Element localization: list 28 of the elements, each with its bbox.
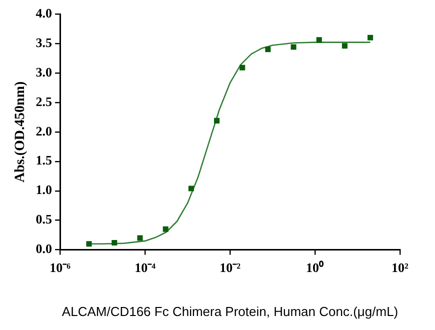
point [342,43,348,49]
x-tick-label: 10⁰ [306,260,324,275]
x-tick-label: 10² [392,260,409,275]
point [188,186,194,192]
y-tick-label: 2.5 [36,94,53,109]
y-tick-label: 2.0 [36,123,52,138]
point [368,34,374,40]
point [316,37,322,43]
x-tick-label: 10⁻⁶ [50,260,71,275]
y-tick-label: 3.5 [36,34,53,50]
point [290,44,296,50]
x-tick-label: 10⁻² [220,260,241,275]
point [137,235,143,241]
y-tick-label: 0.0 [36,241,52,256]
point [265,46,271,52]
point [162,226,168,232]
point [214,118,220,124]
y-tick-label: 3.0 [36,64,52,80]
y-axis-title: Abs.(OD.450nm) [13,81,28,182]
point [112,240,118,246]
y-tick-label: 0.5 [36,212,53,227]
x-axis-title: ALCAM/CD166 Fc Chimera Protein, Human Conc.(μg/mL) [62,304,398,319]
y-tick-label: 1.0 [36,182,52,198]
y-tick-label: 1.5 [36,152,53,168]
x-tick-label: 10⁻⁴ [134,260,156,275]
y-tick-label: 4.0 [36,5,52,20]
point [86,241,92,247]
point [240,64,246,70]
